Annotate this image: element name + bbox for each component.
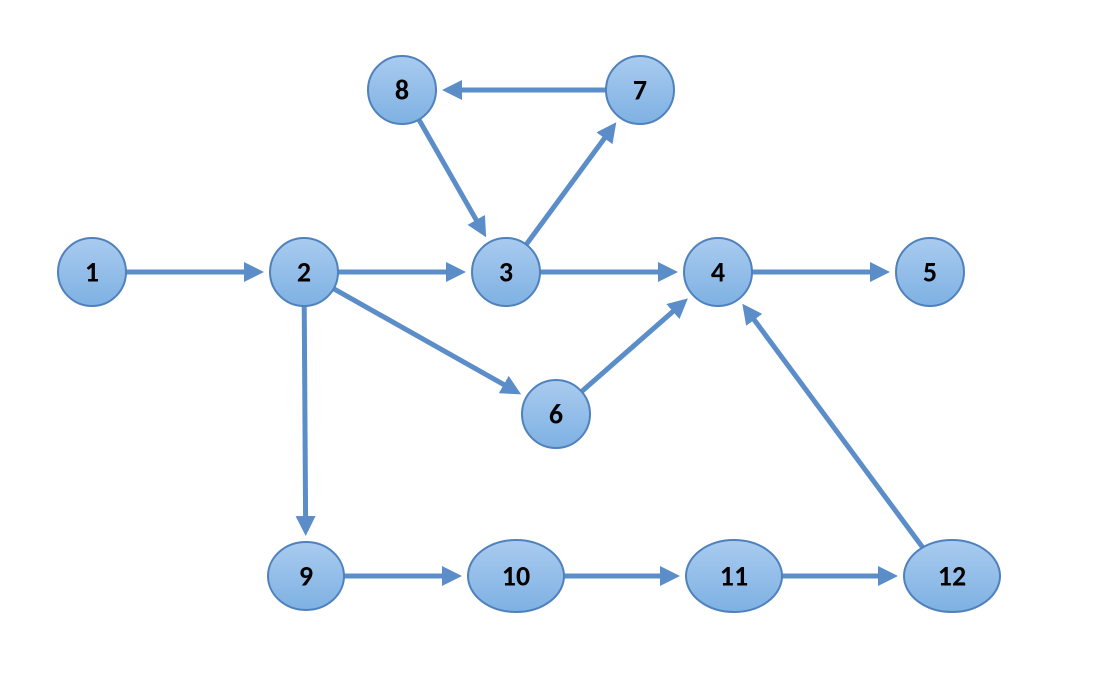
graph-node bbox=[472, 238, 540, 306]
graph-node-label: 11 bbox=[720, 559, 748, 594]
graph-node-label: 3 bbox=[499, 255, 513, 290]
graph-node-label: 1 bbox=[85, 255, 99, 290]
graph-node-label: 5 bbox=[923, 255, 937, 290]
graph-node bbox=[522, 380, 590, 448]
graph-node-label: 7 bbox=[633, 73, 647, 108]
edge-layer: 123456789101112 bbox=[0, 0, 1116, 686]
graph-node bbox=[368, 56, 436, 124]
graph-node-label: 10 bbox=[502, 559, 530, 594]
edge bbox=[304, 306, 305, 531]
edge bbox=[582, 302, 685, 392]
graph-node bbox=[686, 540, 782, 612]
graph-node bbox=[904, 540, 1000, 612]
graph-node bbox=[58, 238, 126, 306]
graph-node-label: 2 bbox=[297, 255, 311, 290]
graph-node bbox=[684, 238, 752, 306]
graph-node bbox=[270, 238, 338, 306]
graph-node bbox=[468, 540, 564, 612]
graph-node-label: 12 bbox=[938, 559, 966, 594]
graph-node bbox=[896, 238, 964, 306]
graph-node bbox=[606, 56, 674, 124]
edge bbox=[334, 289, 517, 392]
edge bbox=[419, 120, 484, 233]
graph-node bbox=[268, 542, 344, 610]
graph-node-label: 8 bbox=[395, 73, 409, 108]
graph-node-label: 4 bbox=[711, 255, 725, 290]
graph-node-label: 6 bbox=[549, 397, 563, 432]
graph-node-label: 9 bbox=[299, 559, 313, 594]
graph-canvas: 123456789101112 bbox=[0, 0, 1116, 686]
edge bbox=[745, 308, 922, 548]
edge bbox=[526, 126, 613, 244]
